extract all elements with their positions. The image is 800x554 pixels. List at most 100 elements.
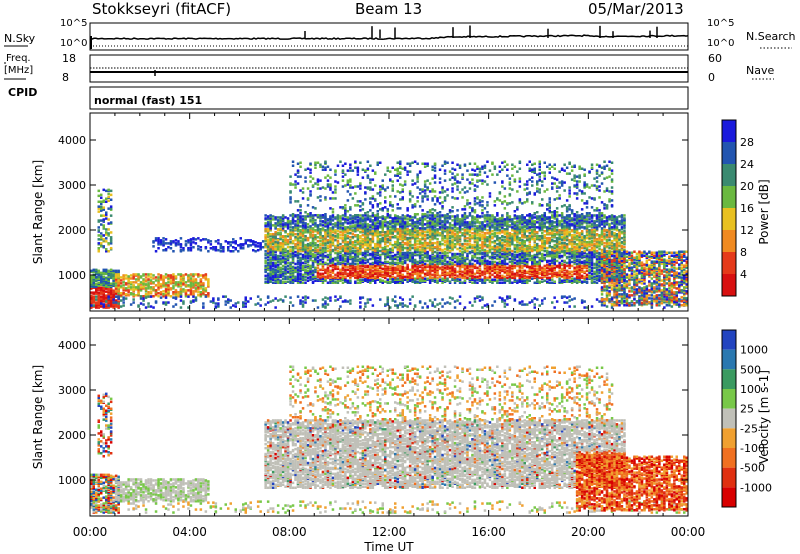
echo-cell [117, 295, 120, 298]
echo-cell [349, 240, 352, 244]
echo-cell [476, 236, 479, 240]
echo-cell [189, 240, 193, 243]
echo-cell [234, 247, 237, 250]
echo-cell [117, 269, 120, 273]
echo-cell [202, 282, 205, 285]
echo-cell [266, 253, 270, 257]
echo-cell [162, 278, 165, 281]
echo-cell [473, 243, 477, 247]
echo-cell [371, 264, 375, 268]
echo-cell [446, 254, 449, 258]
echo-cell [294, 250, 297, 254]
echo-cell [296, 235, 300, 238]
echo-cell [122, 284, 125, 287]
echo-cell [164, 294, 168, 297]
echo-cell [281, 299, 285, 302]
echo-cell [95, 295, 98, 298]
echo-cell [496, 235, 499, 238]
echo-cell [159, 296, 163, 299]
echo-cell [271, 249, 275, 253]
echo-cell [276, 216, 280, 219]
echo-cell [324, 219, 327, 222]
echo-cell [401, 305, 404, 308]
echo-cell [339, 234, 342, 237]
echo-cell [229, 250, 232, 253]
echo-cell [301, 255, 305, 259]
echo-cell [197, 237, 200, 240]
echo-cell [321, 237, 325, 241]
echo-cell [406, 228, 409, 231]
echo-cell [448, 249, 452, 253]
echo-cell [463, 214, 467, 217]
cpid-label: CPID [8, 86, 38, 99]
echo-cell [361, 234, 365, 237]
echo-cell [90, 283, 93, 286]
echo-cell [324, 296, 327, 299]
echo-cell [284, 236, 287, 240]
echo-cell [421, 306, 424, 309]
echo-cell [264, 277, 267, 280]
echo-cell [134, 286, 138, 289]
echo-cell [144, 287, 148, 290]
echo-cell [346, 222, 350, 225]
echo-cell [416, 242, 419, 246]
echo-cell [112, 298, 115, 301]
echo-cell [296, 262, 300, 266]
echo-cell [304, 295, 307, 298]
echo-cell [331, 257, 335, 261]
echo-cell [214, 302, 218, 305]
echo-cell [426, 234, 429, 237]
echo-cell [481, 306, 484, 309]
echo-cell [471, 228, 474, 231]
echo-cell [189, 244, 193, 247]
echo-cell [498, 296, 502, 299]
echo-cell [194, 298, 198, 301]
echo-cell [299, 232, 302, 235]
echo-cell [331, 234, 335, 237]
echo-cell [152, 240, 155, 243]
echo-cell [493, 300, 497, 303]
echo-cell [90, 294, 93, 297]
echo-cell [461, 232, 464, 235]
echo-cell [496, 218, 499, 221]
echo-cell [291, 218, 295, 221]
echo-cell [366, 232, 370, 235]
echo-cell [132, 273, 135, 276]
echo-cell [316, 306, 320, 309]
echo-cell [132, 293, 135, 296]
echo-cell [157, 295, 160, 298]
echo-cell [678, 305, 681, 308]
echo-cell [448, 222, 452, 225]
echo-cell [403, 246, 407, 250]
echo-cell [354, 230, 357, 233]
echo-cell [274, 224, 277, 227]
echo-cell [448, 239, 452, 243]
echo-cell [284, 225, 287, 228]
echo-cell [379, 237, 382, 241]
echo-cell [371, 230, 375, 233]
echo-cell [214, 305, 218, 308]
echo-cell [371, 246, 375, 250]
echo-cell [399, 216, 402, 219]
echo-cell [491, 304, 494, 307]
echo-cell [204, 295, 208, 298]
echo-cell [458, 242, 462, 246]
echo-cell [147, 284, 150, 287]
echo-cell [389, 271, 392, 275]
echo-cell [144, 296, 148, 299]
echo-cell [344, 243, 347, 247]
echo-cell [468, 242, 472, 246]
echo-cell [276, 241, 280, 245]
echo-cell [336, 222, 340, 225]
echo-cell [192, 278, 195, 281]
echo-cell [249, 244, 252, 247]
echo-cell [359, 222, 362, 225]
echo-cell [379, 258, 382, 262]
echo-cell [433, 241, 437, 245]
echo-cell [314, 270, 317, 274]
echo-cell [157, 288, 160, 291]
echo-cell [438, 232, 442, 235]
echo-cell [105, 287, 108, 290]
echo-cell [411, 246, 414, 250]
echo-cell [448, 260, 452, 264]
